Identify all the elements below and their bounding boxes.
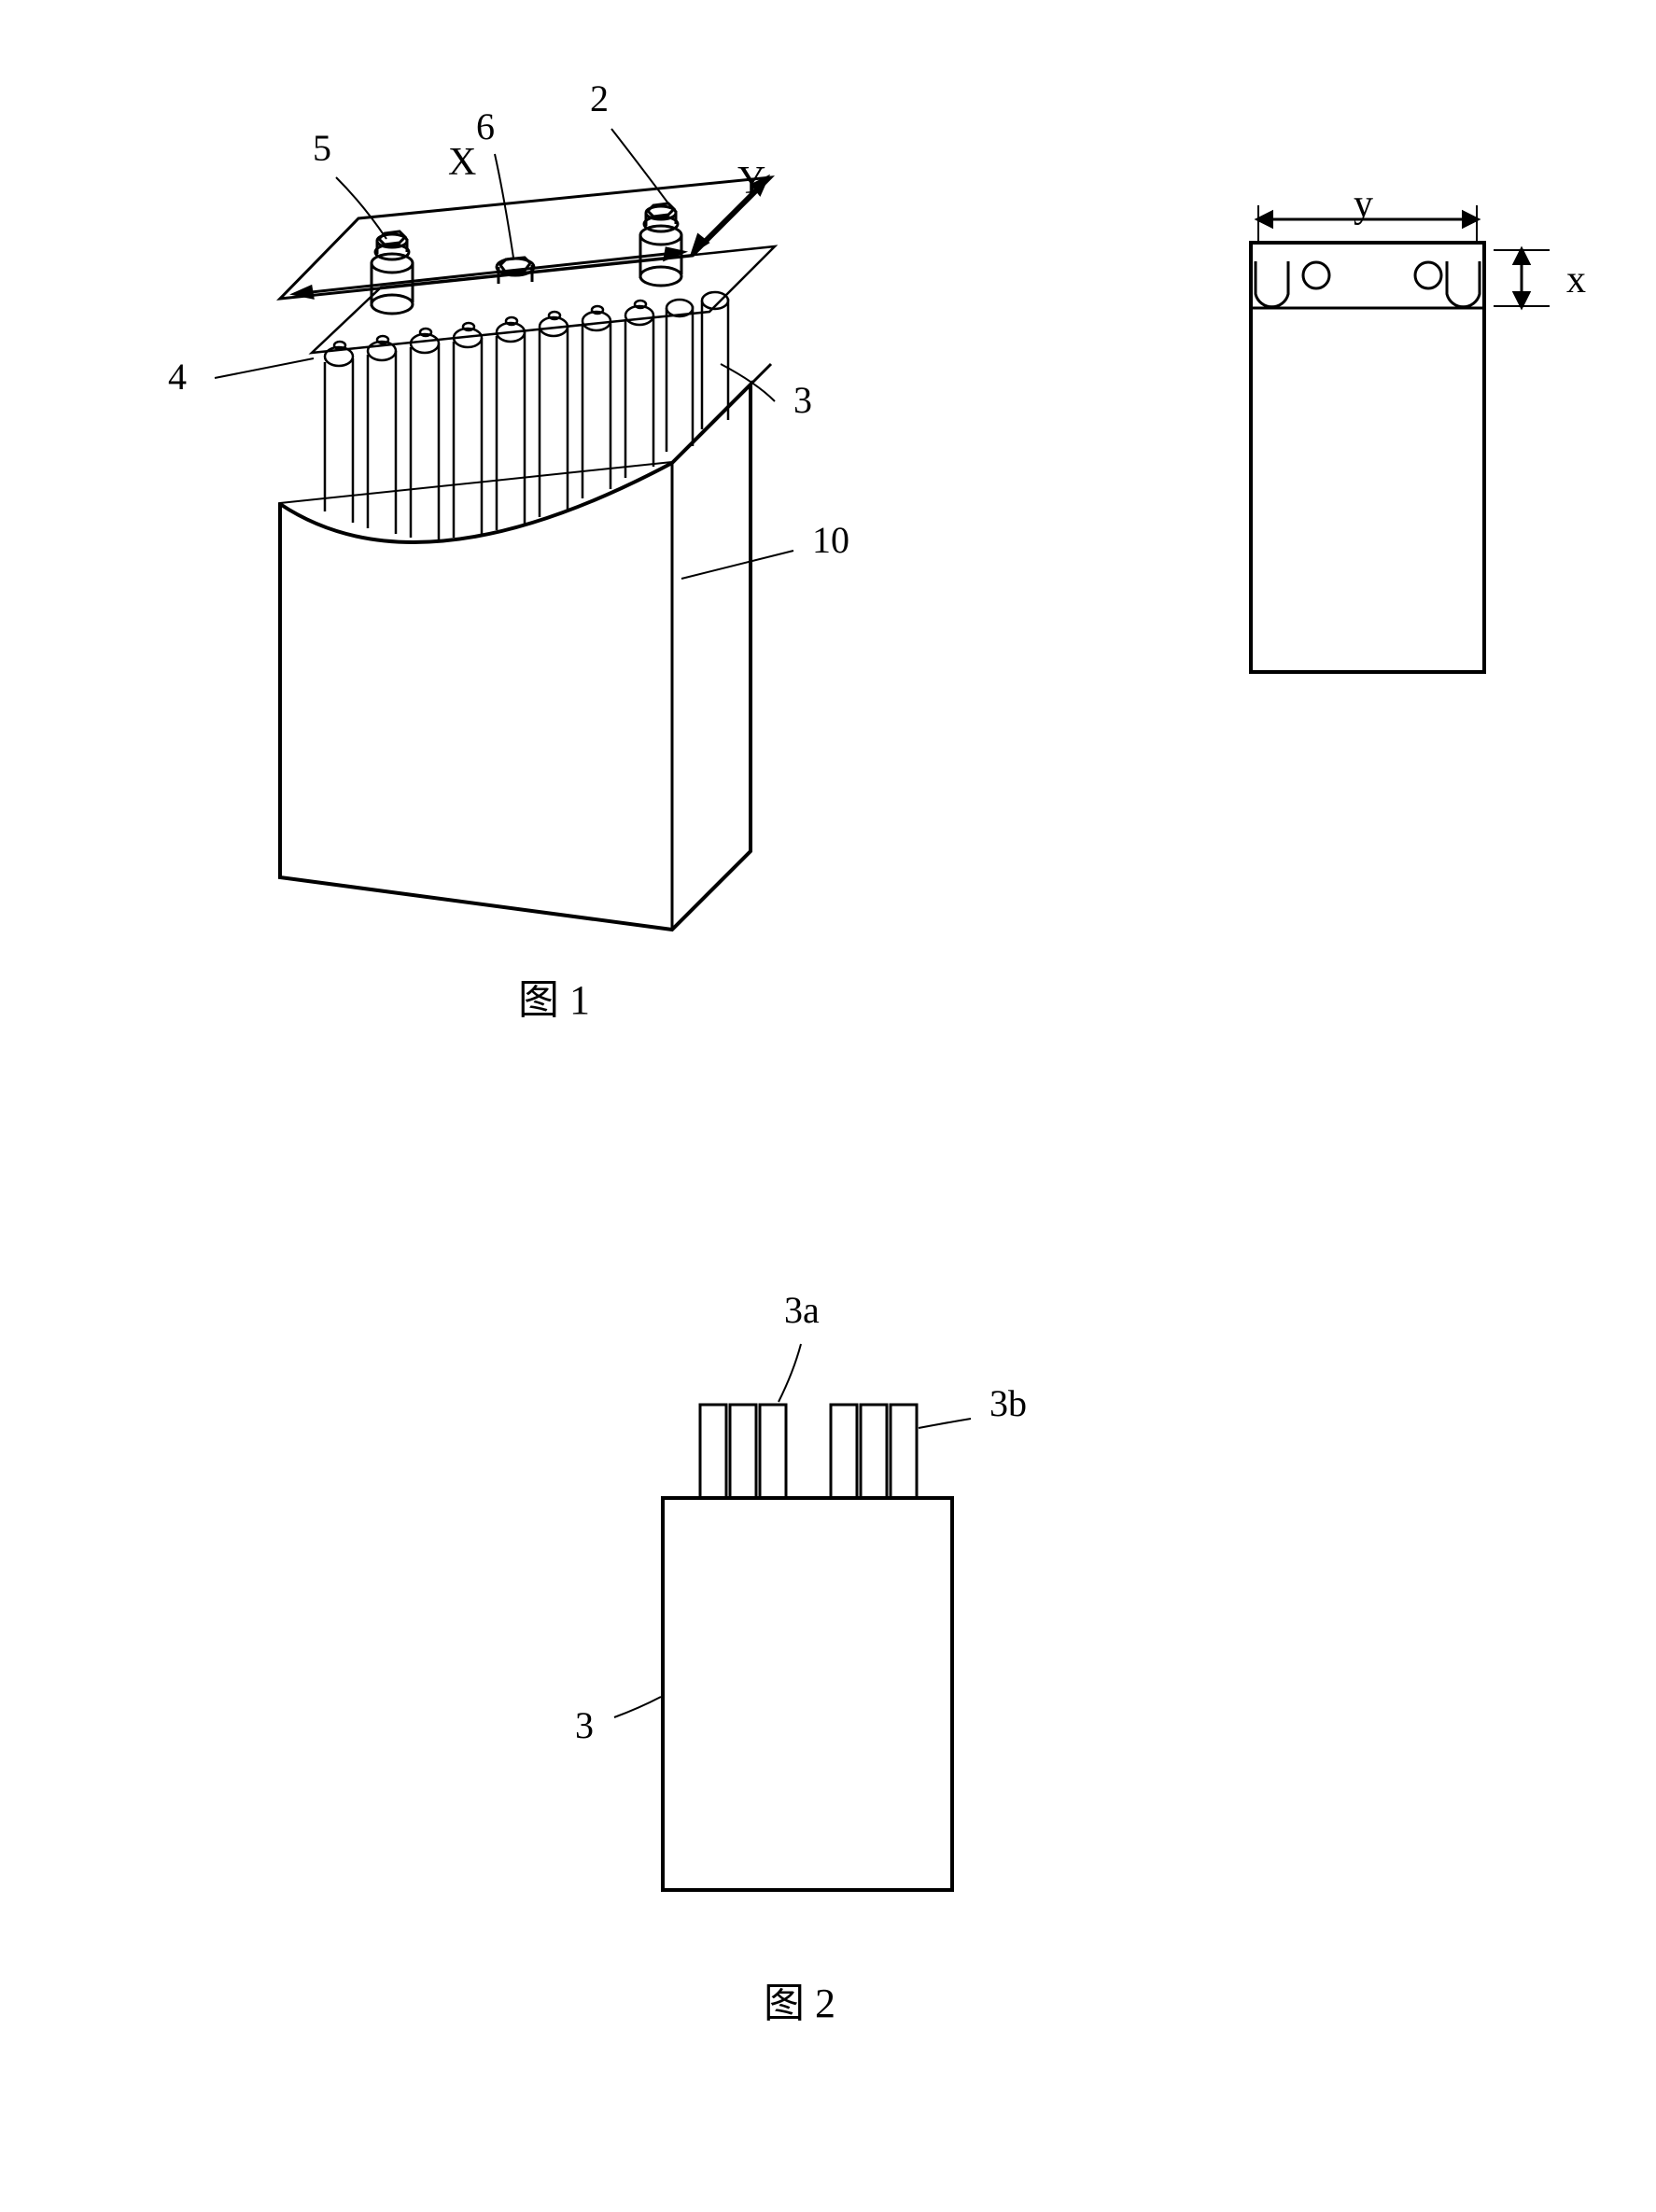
figure1-battery-isometric — [103, 56, 831, 933]
dim-x-label: x — [1566, 258, 1586, 302]
figure1-cell-sideview — [1214, 131, 1568, 728]
ref-3-label: 3 — [793, 378, 812, 422]
figure1-caption: 图 1 — [518, 966, 590, 1026]
ref-2-label: 2 — [590, 77, 609, 120]
axis-y-label: Y — [737, 159, 765, 203]
ref-5-label: 5 — [313, 126, 331, 170]
ref-6-label: 6 — [476, 105, 495, 148]
ref-4-label: 4 — [168, 355, 187, 399]
ref-3b-label: 3b — [989, 1381, 1027, 1425]
dim-y-label: y — [1354, 182, 1373, 227]
ref-3a-label: 3a — [784, 1288, 820, 1332]
axis-x-label: X — [448, 140, 476, 185]
figure2-caption: 图 2 — [764, 1969, 835, 2029]
patent-figures-page: X Y 5 6 2 4 3 10 图 1 y — [0, 0, 1656, 2212]
ref-10-label: 10 — [812, 518, 849, 562]
fig2-ref-3-label: 3 — [575, 1703, 594, 1747]
